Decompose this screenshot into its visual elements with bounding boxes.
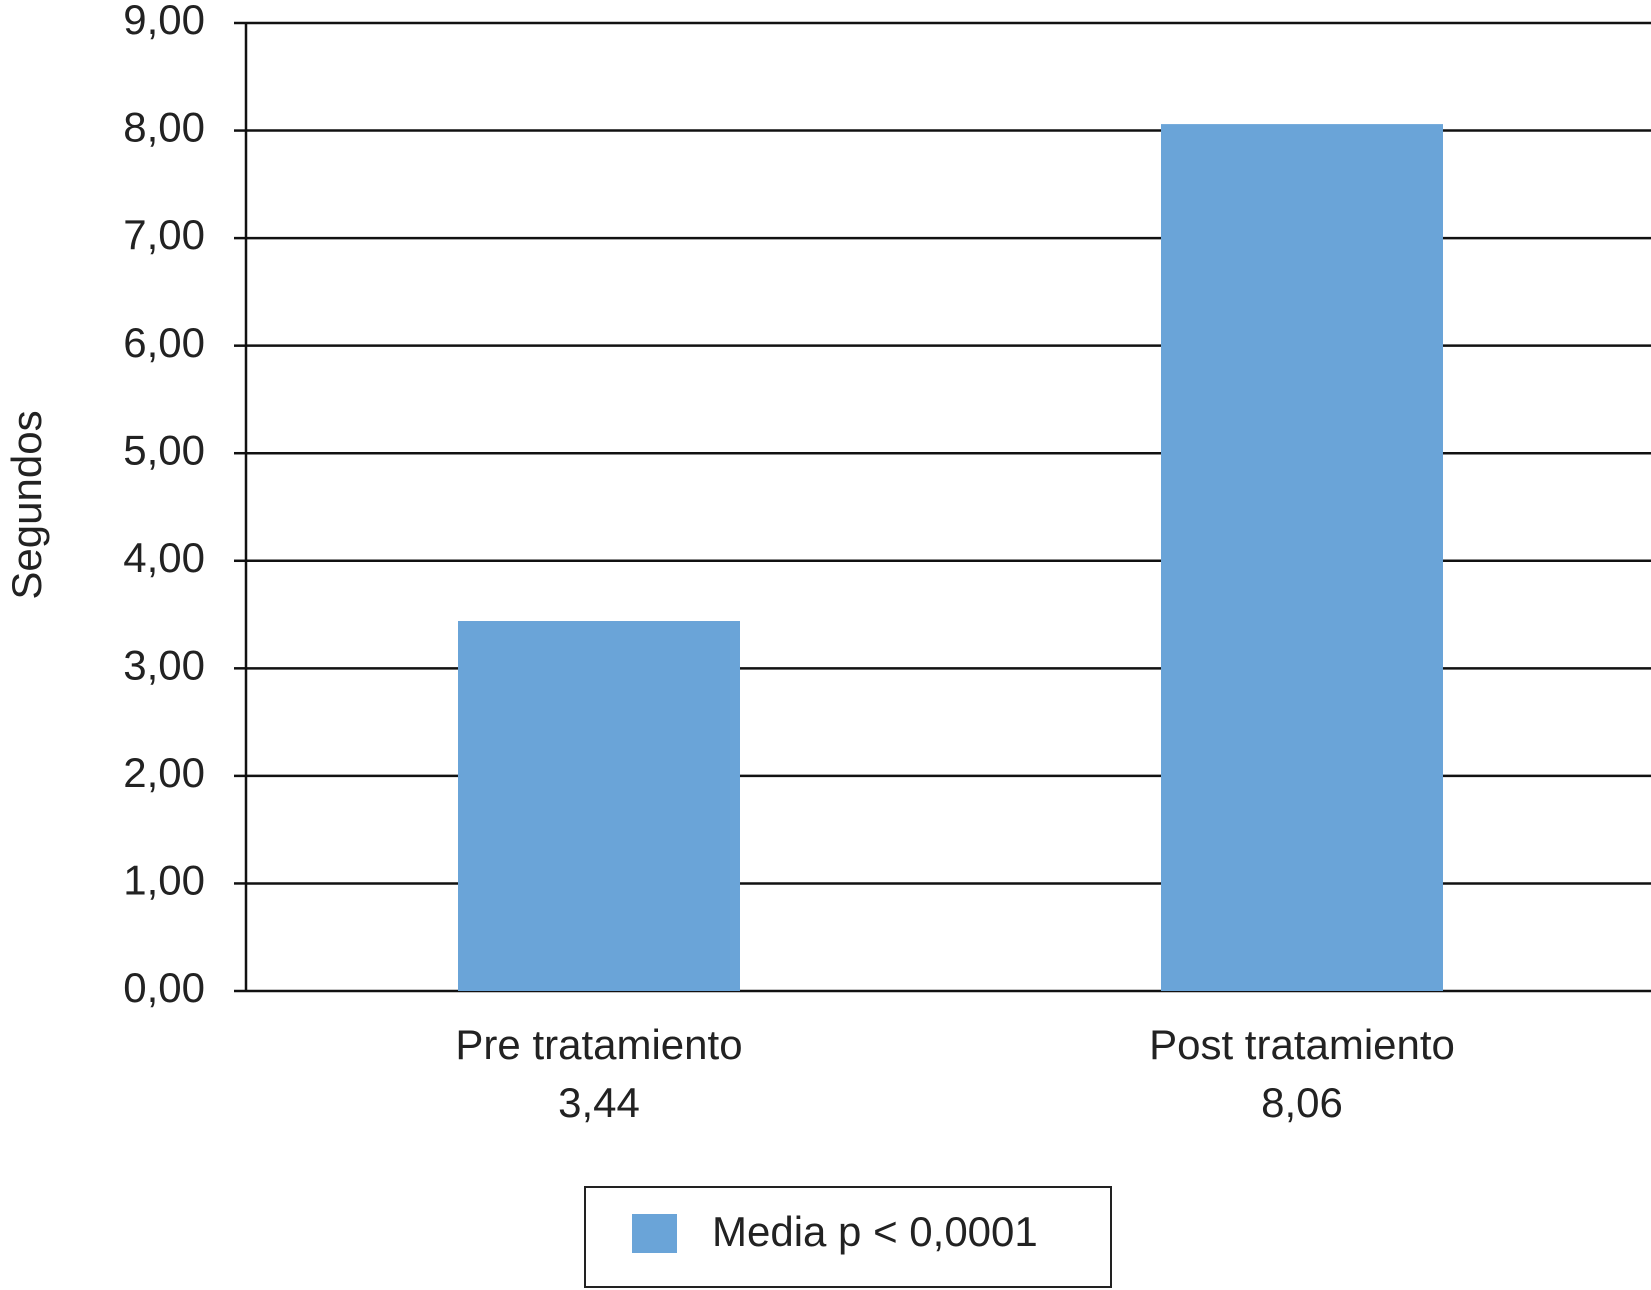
legend-box — [584, 1186, 1112, 1288]
y-tick-label: 8,00 — [123, 104, 205, 151]
y-tick-label: 6,00 — [123, 319, 205, 366]
bar — [1161, 124, 1443, 991]
y-tick-label: 4,00 — [123, 534, 205, 581]
y-tick-label: 3,00 — [123, 641, 205, 688]
value-label: 8,06 — [1261, 1079, 1343, 1126]
y-tick-label: 0,00 — [123, 964, 205, 1011]
y-tick-label: 9,00 — [123, 0, 205, 43]
y-tick-label: 2,00 — [123, 749, 205, 796]
x-tick-label: Post tratamiento — [1149, 1021, 1455, 1068]
bar — [458, 621, 740, 991]
legend-swatch — [632, 1214, 677, 1253]
y-tick-label: 7,00 — [123, 211, 205, 258]
y-tick-label: 5,00 — [123, 426, 205, 473]
legend-label: Media p < 0,0001 — [712, 1208, 1038, 1255]
y-tick-label: 1,00 — [123, 857, 205, 904]
y-axis-label: Segundos — [3, 410, 50, 599]
x-tick-label: Pre tratamiento — [455, 1021, 742, 1068]
value-label: 3,44 — [558, 1079, 640, 1126]
